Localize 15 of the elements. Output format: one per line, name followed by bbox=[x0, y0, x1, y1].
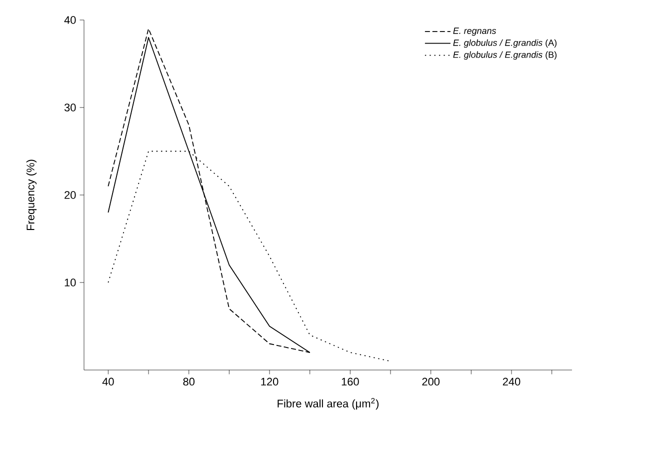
x-tick-label: 40 bbox=[102, 378, 114, 386]
legend-label: E. regnans bbox=[453, 28, 496, 36]
legend-label: E. globulus / E.grandis (A) bbox=[453, 39, 557, 48]
y-tick-label: 40 bbox=[64, 16, 76, 24]
x-tick-label: 240 bbox=[502, 378, 520, 386]
y-axis-title: Frequency (%) bbox=[26, 160, 37, 230]
x-tick-label: 160 bbox=[342, 378, 359, 386]
y-tick-label: 10 bbox=[64, 278, 76, 286]
x-tick-label: 80 bbox=[183, 378, 195, 386]
x-tick-label: 200 bbox=[422, 378, 440, 386]
y-tick-label: 20 bbox=[64, 191, 76, 199]
y-tick-label: 30 bbox=[64, 104, 76, 112]
x-tick-label: 120 bbox=[261, 378, 278, 386]
x-axis-title: Fibre wall area (μm$^{2}$) bbox=[278, 398, 379, 410]
legend-label: E. globulus / E.grandis (B) bbox=[453, 51, 557, 60]
